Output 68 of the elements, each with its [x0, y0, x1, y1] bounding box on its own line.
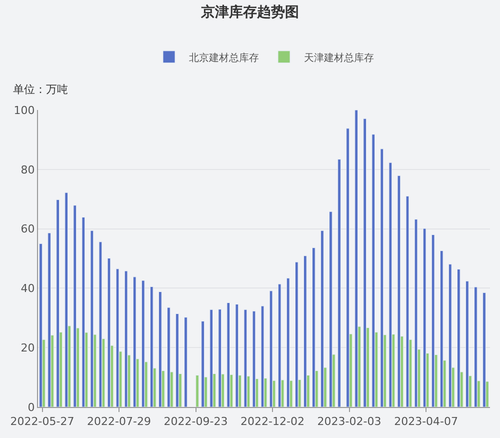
x-tick-label: 2023-04-07	[394, 415, 458, 428]
bar	[116, 268, 120, 407]
bar	[466, 280, 469, 407]
bar	[201, 320, 204, 407]
bar	[474, 286, 478, 407]
bar	[82, 216, 86, 407]
bar	[363, 118, 367, 407]
bar	[64, 192, 68, 407]
bar	[354, 110, 358, 407]
chart-title: 京津库存趋势图	[200, 3, 299, 20]
bar	[397, 175, 401, 407]
bar	[235, 304, 239, 407]
bar	[252, 310, 256, 407]
y-tick-label: 100	[14, 104, 35, 117]
bar	[388, 162, 392, 407]
bar	[346, 128, 350, 407]
bar	[210, 309, 214, 407]
y-tick-label: 80	[20, 163, 35, 176]
bar	[48, 232, 51, 407]
x-tick-label: 2023-02-03	[317, 415, 382, 428]
bar	[196, 374, 199, 407]
x-tick-label: 2022-12-02	[240, 415, 304, 428]
bar	[406, 196, 410, 407]
x-tick-label: 2022-05-27	[10, 415, 74, 428]
bar	[150, 286, 154, 407]
bar	[141, 280, 145, 407]
bar	[73, 205, 77, 407]
x-tick-label: 2022-07-29	[87, 415, 151, 428]
bar	[269, 290, 273, 407]
bar	[56, 199, 60, 407]
bar	[90, 230, 94, 407]
y-tick-label: 60	[20, 222, 35, 236]
bar	[414, 219, 418, 407]
y-tick-label: 20	[20, 341, 35, 354]
bar	[320, 230, 324, 407]
bar	[286, 278, 290, 407]
bar	[482, 292, 486, 407]
bar	[448, 264, 452, 407]
bar	[39, 243, 42, 407]
legend-label: 天津建材总库存	[304, 52, 374, 64]
bar	[338, 159, 341, 407]
bar	[124, 270, 128, 407]
bar	[440, 250, 444, 407]
bar	[158, 292, 162, 407]
y-tick-label: 0	[28, 400, 35, 414]
bar	[244, 309, 248, 407]
bar	[312, 248, 316, 407]
x-tick-label: 2022-09-23	[164, 415, 228, 428]
bar	[303, 256, 307, 407]
y-tick-label: 40	[20, 282, 35, 296]
bar	[372, 134, 376, 407]
legend-label: 北京建材总库存	[189, 52, 259, 64]
bar	[380, 148, 384, 407]
y-axis-title: 单位：万吨	[13, 83, 68, 96]
bar	[226, 302, 230, 407]
bar	[294, 262, 298, 407]
bar	[422, 228, 426, 407]
bar	[218, 309, 222, 407]
bar	[184, 317, 188, 407]
bar	[132, 276, 136, 407]
bar	[176, 313, 179, 407]
bar	[260, 306, 264, 407]
bar	[98, 242, 102, 407]
bar	[278, 284, 282, 407]
bar	[329, 211, 332, 407]
bar	[167, 307, 170, 407]
bar	[456, 268, 460, 407]
bar	[431, 234, 435, 407]
